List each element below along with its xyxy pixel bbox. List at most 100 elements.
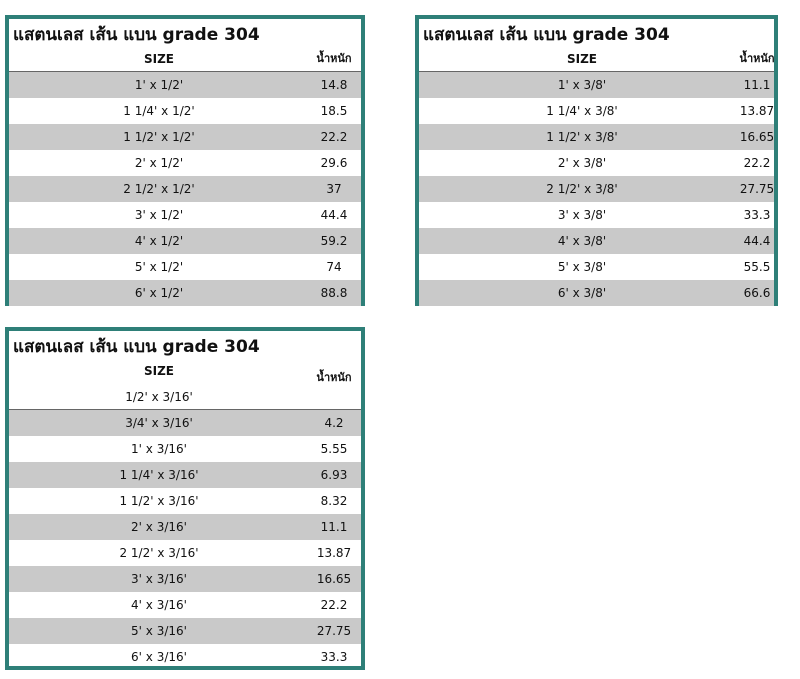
size-cell: 3' x 3/16' [131, 572, 187, 586]
weight-cell: 13.87 [739, 104, 775, 118]
size-cell: 5' x 3/16' [131, 624, 187, 638]
table-row: 5' x 3/8' 55.5 [419, 254, 774, 280]
weight-cell: 44.4 [743, 234, 771, 248]
weight-cell: 22.2 [320, 130, 348, 144]
table-row: 2 1/2' x 3/16' 13.87 [9, 540, 361, 566]
table-row: 2 1/2' x 3/8' 27.75 [419, 176, 774, 202]
size-cell: 4' x 1/2' [134, 234, 184, 248]
table: แสตนเลส เส้น แบน grade 304 SIZE น้ำหนัก 1' … [415, 15, 778, 306]
table-row: 1 1/4' x 1/2' 18.5 [9, 98, 361, 124]
weight-cell: 55.5 [743, 260, 771, 274]
weight-cell: 44.4 [320, 208, 348, 222]
size-cell: 3/4' x 3/16' [125, 416, 193, 430]
table-row: 3' x 1/2' 44.4 [9, 202, 361, 228]
table-row: 3/4' x 3/16' 4.2 [9, 410, 361, 436]
table-row: 1' x 1/2' 14.8 [9, 72, 361, 98]
table-row: 1 1/2' x 3/8' 16.65 [419, 124, 774, 150]
weight-cell: 66.6 [743, 286, 771, 300]
table-row: 1 1/4' x 3/16' 6.93 [9, 462, 361, 488]
header-weight: น้ำหนัก [316, 52, 352, 65]
table-row: 6' x 3/8' 66.6 [419, 280, 774, 306]
weight-cell: 27.75 [739, 182, 775, 196]
size-cell: 6' x 3/16' [131, 650, 187, 664]
header-weight: น้ำหนัก [739, 52, 775, 65]
table-row: 2' x 3/16' 11.1 [9, 514, 361, 540]
weight-cell: 16.65 [739, 130, 775, 144]
size-cell: 4' x 3/8' [557, 234, 607, 248]
table-row: 2' x 3/8' 22.2 [419, 150, 774, 176]
table-row: 1' x 3/8' 11.1 [419, 72, 774, 98]
header-rule [9, 71, 361, 72]
table-row: 4' x 3/16' 22.2 [9, 592, 361, 618]
size-cell: 4' x 3/16' [131, 598, 187, 612]
weight-cell: 74 [326, 260, 342, 274]
weight-cell: 33.3 [320, 650, 348, 664]
header-size: SIZE [566, 52, 597, 66]
size-cell: 6' x 3/8' [557, 286, 607, 300]
weight-cell: 88.8 [320, 286, 348, 300]
header-size: SIZE [143, 364, 174, 378]
weight-cell: 18.5 [320, 104, 348, 118]
weight-cell: 33.3 [743, 208, 771, 222]
table-title: แสตนเลส เส้น แบน grade 304 [13, 25, 260, 45]
table-title: แสตนเลส เส้น แบน grade 304 [423, 25, 670, 45]
weight-cell: 59.2 [320, 234, 348, 248]
table-row: 1 1/2' x 1/2' 22.2 [9, 124, 361, 150]
table-row: 2 1/2' x 1/2' 37 [9, 176, 361, 202]
size-cell: 3' x 3/8' [557, 208, 607, 222]
size-cell: 2 1/2' x 1/2' [123, 182, 195, 196]
weight-cell: 16.65 [316, 572, 352, 586]
table-row: 2' x 1/2' 29.6 [9, 150, 361, 176]
size-cell: 2 1/2' x 3/16' [119, 546, 199, 560]
table-row: 1 1/4' x 3/8' 13.87 [419, 98, 774, 124]
table-row: 3' x 3/8' 33.3 [419, 202, 774, 228]
header-size-sub: 1/2' x 3/16' [125, 390, 193, 404]
weight-cell: 11.1 [743, 78, 771, 92]
size-cell: 5' x 3/8' [557, 260, 607, 274]
table-row: 3' x 3/16' 16.65 [9, 566, 361, 592]
weight-cell: 22.2 [320, 598, 348, 612]
table-title: แสตนเลส เส้น แบน grade 304 [13, 337, 260, 357]
header-weight: น้ำหนัก [316, 371, 352, 384]
header-rule [9, 409, 361, 410]
size-cell: 2' x 3/16' [131, 520, 187, 534]
size-cell: 1 1/2' x 3/16' [119, 494, 199, 508]
table-row: 4' x 3/8' 44.4 [419, 228, 774, 254]
table-row: 1 1/2' x 3/16' 8.32 [9, 488, 361, 514]
weight-cell: 14.8 [320, 78, 348, 92]
table-row: 1' x 3/16' 5.55 [9, 436, 361, 462]
weight-cell: 29.6 [320, 156, 348, 170]
size-cell: 1 1/2' x 3/8' [546, 130, 618, 144]
table-row: 5' x 3/16' 27.75 [9, 618, 361, 644]
size-cell: 2 1/2' x 3/8' [546, 182, 618, 196]
size-cell: 1 1/4' x 3/8' [546, 104, 618, 118]
weight-cell: 8.32 [320, 494, 348, 508]
size-cell: 1' x 3/16' [131, 442, 187, 456]
size-cell: 6' x 1/2' [134, 286, 184, 300]
table: แสตนเลส เส้น แบน grade 304 SIZE น้ำหนัก 1/2… [5, 327, 365, 670]
weight-cell: 4.2 [324, 416, 344, 430]
weight-cell: 6.93 [320, 468, 348, 482]
weight-cell: 5.55 [320, 442, 348, 456]
size-cell: 1' x 1/2' [134, 78, 184, 92]
weight-cell: 11.1 [320, 520, 348, 534]
table: แสตนเลส เส้น แบน grade 304 SIZE น้ำหนัก 1' … [5, 15, 365, 306]
weight-cell: 13.87 [316, 546, 352, 560]
size-cell: 5' x 1/2' [134, 260, 184, 274]
weight-cell: 22.2 [743, 156, 771, 170]
table-row: 6' x 1/2' 88.8 [9, 280, 361, 306]
weight-cell: 27.75 [316, 624, 352, 638]
header-rule [419, 71, 774, 72]
weight-cell: 37 [326, 182, 342, 196]
table-row: 5' x 1/2' 74 [9, 254, 361, 280]
size-cell: 1 1/4' x 3/16' [119, 468, 199, 482]
size-cell: 2' x 3/8' [557, 156, 607, 170]
table-row: 6' x 3/16' 33.3 [9, 644, 361, 670]
size-cell: 1 1/2' x 1/2' [123, 130, 195, 144]
header-size: SIZE [143, 52, 174, 66]
size-cell: 1' x 3/8' [557, 78, 607, 92]
size-cell: 1 1/4' x 1/2' [123, 104, 195, 118]
size-cell: 2' x 1/2' [134, 156, 184, 170]
size-cell: 3' x 1/2' [134, 208, 184, 222]
